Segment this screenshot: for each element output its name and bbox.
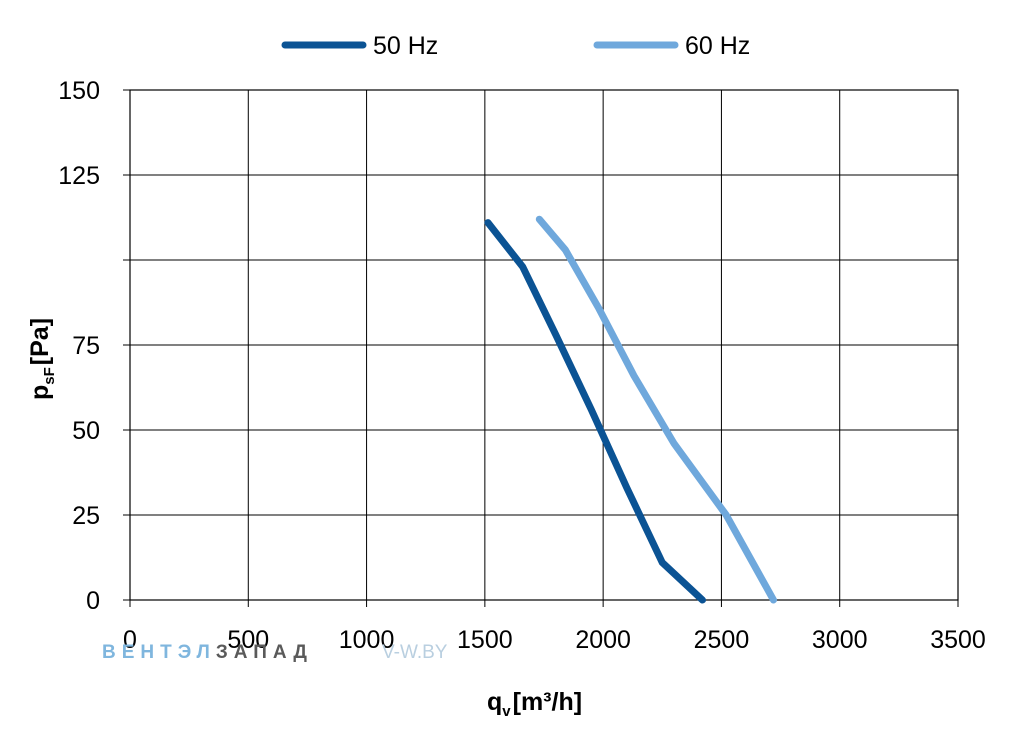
y-tick-label: 25 bbox=[72, 502, 100, 530]
watermark-brand-part2: ЗАПАД bbox=[216, 642, 313, 663]
y-tick-label: 75 bbox=[72, 332, 100, 360]
y-tick-label: 50 bbox=[72, 417, 100, 445]
legend-label: 60 Hz bbox=[685, 32, 750, 60]
watermark-brand-part1: ВЕНТЭЛ bbox=[102, 642, 216, 663]
legend-label: 50 Hz bbox=[373, 32, 438, 60]
y-axis-title-main: p bbox=[26, 385, 54, 400]
y-tick-label: 150 bbox=[58, 77, 100, 105]
y-axis-title-sub: sF bbox=[41, 367, 58, 385]
x-tick-label: 3000 bbox=[812, 626, 868, 654]
watermark-site: V-W.BY bbox=[382, 642, 448, 663]
x-axis-title: qv[m³/h] bbox=[487, 688, 582, 720]
y-tick-label: 0 bbox=[86, 587, 100, 615]
series-lines bbox=[484, 215, 777, 604]
plot-area-border bbox=[129, 89, 959, 601]
y-axis-title: psF [Pa] bbox=[26, 318, 58, 400]
svg-text:ВЕНТЭЛЗАПАД: ВЕНТЭЛЗАПАД bbox=[102, 642, 313, 663]
y-tick-labels: 0 25 50 75 125 150 bbox=[58, 77, 100, 615]
x-tick-label: 3500 bbox=[930, 626, 986, 654]
x-tick-label: 1000 bbox=[339, 626, 395, 654]
y-axis-title-unit: [Pa] bbox=[26, 318, 54, 365]
plot-frame bbox=[123, 89, 959, 607]
watermark: ВЕНТЭЛЗАПАД V-W.BY bbox=[102, 642, 448, 663]
x-axis-title-main: q bbox=[487, 688, 502, 716]
x-tick-label: 2000 bbox=[575, 626, 631, 654]
x-tick-label: 500 bbox=[227, 626, 269, 654]
x-axis-title-unit: [m³/h] bbox=[513, 688, 582, 716]
x-axis-title-sub: v bbox=[502, 703, 511, 720]
legend: 50 Hz 60 Hz bbox=[281, 32, 750, 60]
x-tick-label: 2500 bbox=[694, 626, 750, 654]
x-tick-label: 0 bbox=[123, 626, 137, 654]
x-tick-label: 1500 bbox=[457, 626, 513, 654]
y-tick-label: 125 bbox=[58, 162, 100, 190]
series-line-60-hz bbox=[535, 215, 777, 604]
x-tick-labels: 0 500 1000 1500 2000 2500 3000 3500 bbox=[123, 626, 986, 654]
series-line-50-hz bbox=[484, 219, 706, 604]
grid-lines bbox=[129, 89, 959, 601]
